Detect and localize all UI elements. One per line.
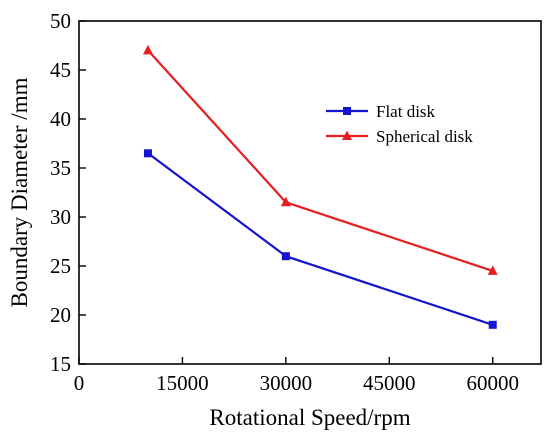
data-point-spherical-disk	[487, 265, 498, 275]
plot-frame	[78, 20, 542, 365]
x-tick-label: 15000	[156, 371, 209, 395]
legend: Flat disk Spherical disk	[326, 102, 473, 146]
plot-axes: 0 15000 30000 45000 60000 15 20 25 30 35 40 45 50	[50, 9, 542, 395]
x-tick-label: 30000	[260, 371, 313, 395]
legend-label-spherical-disk: Spherical disk	[376, 127, 473, 146]
legend-marker-flat-disk	[343, 107, 351, 115]
series-line-spherical-disk	[147, 49, 494, 272]
y-tick-label: 45	[50, 58, 71, 82]
data-point-spherical-disk	[142, 44, 153, 55]
y-tick-label: 40	[50, 107, 71, 131]
series-line-flat-disk	[147, 152, 494, 326]
x-tick-label: 0	[74, 371, 85, 395]
y-tick-label: 35	[50, 156, 71, 180]
y-tick-label: 15	[50, 352, 71, 376]
data-point-flat-disk	[488, 320, 497, 329]
x-tick-label: 45000	[363, 371, 416, 395]
data-point-flat-disk	[143, 149, 152, 158]
legend-marker-spherical-disk	[342, 130, 352, 140]
y-tick-label: 25	[50, 254, 71, 278]
x-axis-title: Rotational Speed/rpm	[209, 405, 410, 430]
y-tick-label: 50	[50, 9, 71, 33]
series-layer	[142, 44, 498, 329]
data-point-flat-disk	[281, 252, 290, 261]
legend-label-flat-disk: Flat disk	[376, 102, 436, 121]
y-tick-label: 20	[50, 303, 71, 327]
y-tick-label: 30	[50, 205, 71, 229]
y-axis-title: Boundary Diameter /mm	[7, 77, 32, 307]
x-tick-label: 60000	[466, 371, 519, 395]
data-point-spherical-disk	[280, 196, 291, 207]
